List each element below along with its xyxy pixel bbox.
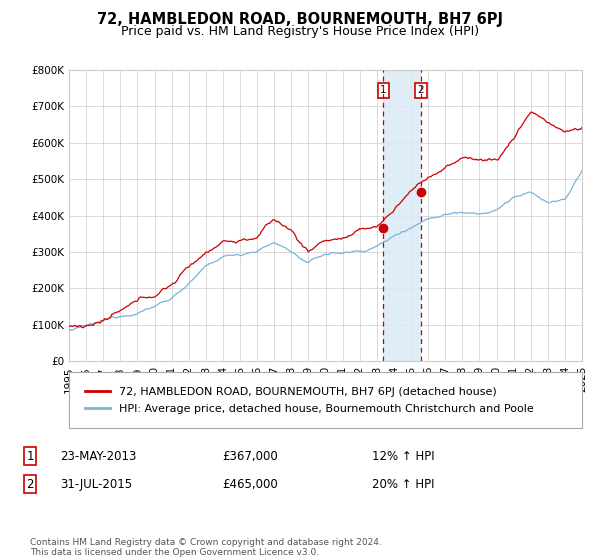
Text: 1: 1	[26, 450, 34, 463]
Text: Contains HM Land Registry data © Crown copyright and database right 2024.
This d: Contains HM Land Registry data © Crown c…	[30, 538, 382, 557]
Text: 31-JUL-2015: 31-JUL-2015	[60, 478, 132, 491]
Text: 20% ↑ HPI: 20% ↑ HPI	[372, 478, 434, 491]
Text: £465,000: £465,000	[222, 478, 278, 491]
Text: 72, HAMBLEDON ROAD, BOURNEMOUTH, BH7 6PJ: 72, HAMBLEDON ROAD, BOURNEMOUTH, BH7 6PJ	[97, 12, 503, 27]
Text: 1: 1	[380, 85, 387, 95]
Text: 12% ↑ HPI: 12% ↑ HPI	[372, 450, 434, 463]
Text: 2: 2	[26, 478, 34, 491]
Text: 2: 2	[418, 85, 424, 95]
Bar	[383, 70, 421, 361]
Text: Price paid vs. HM Land Registry's House Price Index (HPI): Price paid vs. HM Land Registry's House …	[121, 25, 479, 38]
Legend: 72, HAMBLEDON ROAD, BOURNEMOUTH, BH7 6PJ (detached house), HPI: Average price, d: 72, HAMBLEDON ROAD, BOURNEMOUTH, BH7 6PJ…	[80, 381, 539, 419]
Text: £367,000: £367,000	[222, 450, 278, 463]
Text: 23-MAY-2013: 23-MAY-2013	[60, 450, 136, 463]
